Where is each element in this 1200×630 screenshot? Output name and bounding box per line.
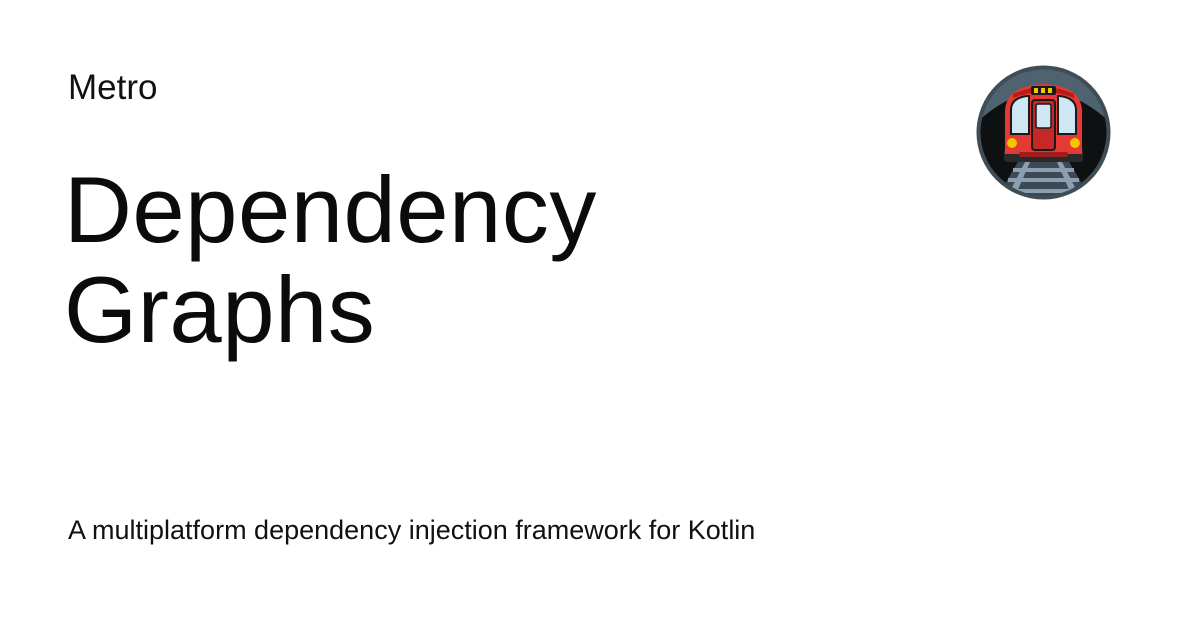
page-title: Dependency Graphs (64, 160, 924, 360)
page-description: A multiplatform dependency injection fra… (68, 515, 756, 545)
page-title-line-2: Graphs (64, 257, 376, 362)
logo (975, 64, 1112, 201)
page-title-line-1: Dependency (64, 157, 597, 262)
metro-train-icon (976, 65, 1111, 200)
site-name: Metro (68, 68, 158, 107)
